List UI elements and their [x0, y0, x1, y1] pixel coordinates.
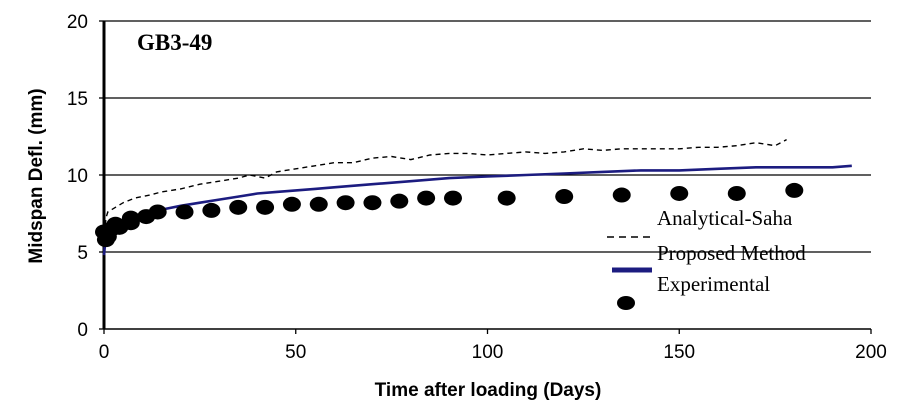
series-line-analytical-saha — [103, 138, 787, 253]
data-point-experimental — [363, 195, 382, 211]
x-tick-label: 200 — [855, 342, 887, 363]
data-point-experimental — [612, 187, 631, 203]
data-point-experimental — [229, 199, 248, 215]
data-point-experimental — [202, 202, 221, 218]
axes — [99, 20, 872, 334]
data-point-experimental — [390, 193, 409, 209]
x-axis-title: Time after loading (Days) — [375, 380, 602, 401]
data-point-experimental — [785, 182, 804, 198]
y-tick-label: 0 — [77, 320, 88, 341]
data-point-experimental — [497, 190, 516, 206]
chart-title: GB3-49 — [137, 30, 212, 55]
legend-label-experimental: Experimental — [657, 272, 770, 296]
legend-label-analytical-saha: Analytical-Saha — [657, 206, 793, 230]
data-point-experimental — [417, 190, 436, 206]
legend-swatch-experimental — [617, 296, 635, 310]
data-point-experimental — [256, 199, 275, 215]
data-point-experimental — [282, 196, 301, 212]
y-tick-label: 15 — [67, 89, 88, 110]
data-point-experimental — [555, 189, 574, 205]
data-point-experimental — [727, 185, 746, 201]
data-point-experimental — [309, 196, 328, 212]
data-point-experimental — [175, 204, 194, 220]
data-point-experimental — [121, 215, 140, 231]
y-axis-title: Midspan Defl. (mm) — [26, 88, 47, 263]
y-tick-label: 10 — [67, 166, 88, 187]
gridlines — [104, 20, 871, 253]
legend: Analytical-Saha Proposed Method Experime… — [607, 206, 806, 310]
data-point-experimental — [148, 204, 167, 220]
data-point-experimental — [336, 195, 355, 211]
y-tick-label: 5 — [77, 243, 88, 264]
x-tick-label: 150 — [663, 342, 695, 363]
series-layer — [95, 138, 852, 256]
data-point-experimental — [443, 190, 462, 206]
x-tick-label: 100 — [472, 342, 504, 363]
data-point-experimental — [670, 185, 689, 201]
legend-label-proposed-method: Proposed Method — [657, 241, 806, 265]
x-tick-label: 0 — [99, 342, 110, 363]
y-tick-label: 20 — [67, 12, 88, 33]
x-tick-label: 50 — [285, 342, 306, 363]
